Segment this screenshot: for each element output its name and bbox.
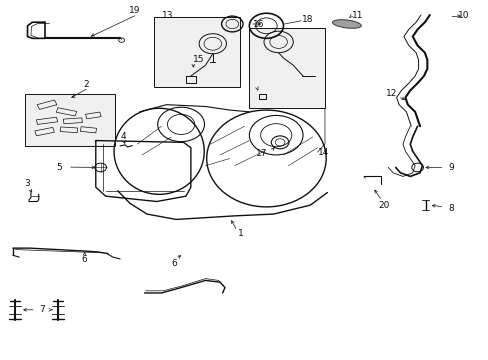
Bar [25,94,115,146]
Text: 14: 14 [317,148,328,157]
Text: 17: 17 [255,149,267,158]
Text: 19: 19 [129,6,140,15]
Text: 16: 16 [253,21,264,30]
Text: 13: 13 [161,12,173,21]
Text: 6: 6 [81,255,87,264]
Text: 5: 5 [56,163,61,172]
Text: 12: 12 [386,89,397,98]
Text: 10: 10 [457,10,469,19]
Ellipse shape [332,20,361,28]
Text: 1: 1 [238,229,244,238]
Bar [249,28,325,108]
Text: 18: 18 [302,15,313,24]
Text: 3: 3 [24,179,30,188]
Text: 7: 7 [39,305,45,314]
Text: 9: 9 [447,163,453,172]
Text: 15: 15 [193,55,204,64]
Text: 11: 11 [351,10,363,19]
Text: 8: 8 [447,204,453,213]
Text: 4: 4 [121,132,126,141]
Bar [154,17,239,87]
Text: 2: 2 [83,80,89,89]
Text: 6: 6 [171,259,176,268]
Text: 20: 20 [378,201,389,210]
